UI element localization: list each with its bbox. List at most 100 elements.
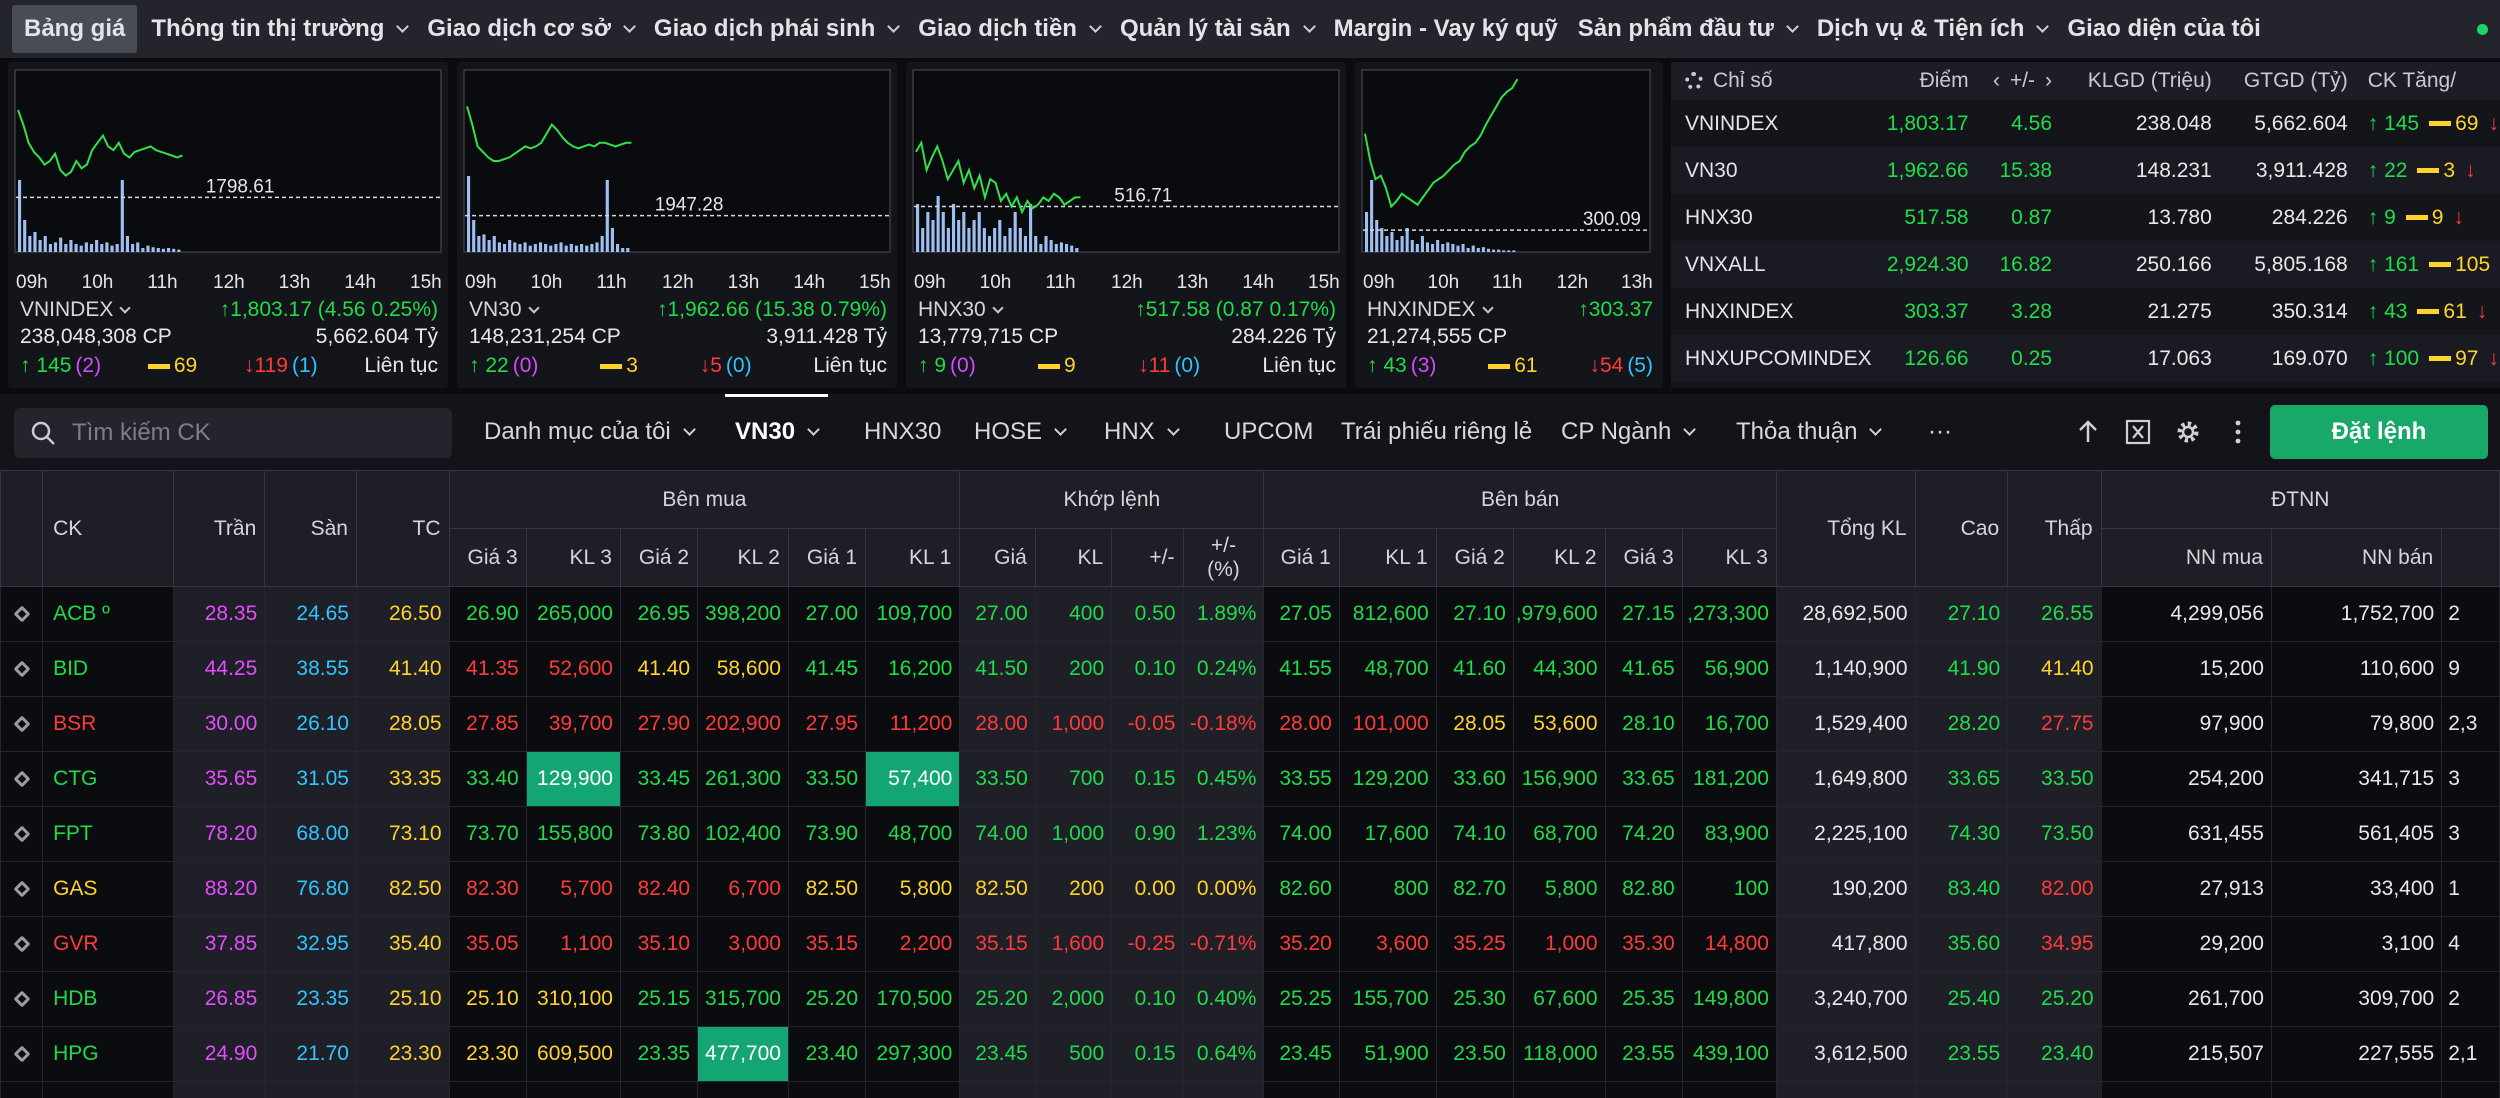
pin-icon[interactable] [0,916,44,972]
table-row[interactable]: GVR 37.85 32.95 35.40 35.05 1,100 35.10 3,000 35… [0,916,2500,972]
sell-vol-1[interactable]: 812,600 [1338,586,1437,642]
buy-price-2[interactable]: 27.90 [619,696,699,752]
sell-price-1[interactable]: 25.25 [1263,971,1340,1027]
buy-price-3[interactable]: 35.05 [448,916,527,972]
index-row[interactable]: VN30 1,962.66 15.38 148.231 3,911.428 ↑ 22 3 ↓ [1671,147,2500,194]
tab-8[interactable]: Thỏa thuận [1736,394,1883,470]
stock-symbol[interactable]: HPG [42,1026,174,1082]
tab-3[interactable]: HOSE [974,394,1067,470]
stock-symbol[interactable]: GVR [42,916,174,972]
nav-item-4[interactable]: Giao dịch tiền [908,0,1110,58]
sell-price-2[interactable] [1435,1081,1514,1098]
tab-5[interactable]: UPCOM [1224,394,1313,470]
index-panel-hnxindex[interactable]: 300.09 09h 10h 11h 12h 13h HNXINDEX ↑303.37 21,2… [1355,62,1663,388]
gear-icon[interactable] [2174,418,2202,446]
stock-symbol[interactable]: LPB [42,1081,174,1098]
nav-item-8[interactable]: Dịch vụ & Tiện ích [1807,0,2058,58]
sell-price-3[interactable]: 27.15 [1604,586,1683,642]
buy-vol-1[interactable]: 2,200 [865,916,961,972]
buy-vol-1[interactable]: 16,200 [865,641,961,697]
buy-price-2[interactable]: 41.40 [619,641,699,697]
sell-vol-3[interactable]: 16,700 [1681,696,1777,752]
sell-vol-1[interactable]: 17,600 [1338,806,1437,862]
table-row[interactable]: BSR 30.00 26.10 28.05 27.85 39,700 27.90 202,90… [0,696,2500,752]
sell-price-1[interactable]: 82.60 [1263,861,1340,917]
buy-price-3[interactable]: 73.70 [448,806,527,862]
table-row[interactable]: HPG 24.90 21.70 23.30 23.30 609,500 23.35 477,7… [0,1026,2500,1082]
buy-price-3[interactable]: 82.30 [448,861,527,917]
excel-export-icon[interactable] [2124,418,2152,446]
pin-icon[interactable] [0,641,44,697]
sell-price-2[interactable]: 23.50 [1435,1026,1514,1082]
buy-vol-3[interactable]: 265,000 [525,586,621,642]
buy-price-2[interactable]: 23.35 [619,1026,699,1082]
buy-vol-2[interactable]: 6,700 [697,861,789,917]
pin-icon[interactable] [0,1081,44,1098]
tab-7[interactable]: CP Ngành [1561,394,1697,470]
buy-vol-3[interactable]: 129,900 [525,751,621,807]
nav-item-1[interactable]: Thông tin thị trường [141,0,417,58]
sell-vol-3[interactable]: 100 [1681,861,1777,917]
table-row[interactable]: LPB [0,1081,2500,1098]
sell-price-3[interactable] [1604,1081,1683,1098]
index-selector[interactable]: HNXINDEX [1367,298,1494,322]
sell-price-2[interactable]: 41.60 [1435,641,1514,697]
sell-vol-2[interactable]: 5,800 [1512,861,1606,917]
more-vertical-icon[interactable] [2224,418,2252,446]
stock-symbol[interactable]: BSR [42,696,174,752]
buy-vol-1[interactable]: 109,700 [865,586,961,642]
buy-vol-1[interactable]: 5,800 [865,861,961,917]
buy-price-1[interactable]: 23.40 [787,1026,867,1082]
table-row[interactable]: FPT 78.20 68.00 73.10 73.70 155,800 73.80 102,4… [0,806,2500,862]
sell-price-2[interactable]: 33.60 [1435,751,1514,807]
sell-vol-3[interactable]: 181,200 [1681,751,1777,807]
buy-vol-1[interactable]: 170,500 [865,971,961,1027]
sell-vol-3[interactable]: 149,800 [1681,971,1777,1027]
nav-item-7[interactable]: Sản phẩm đầu tư [1568,0,1807,58]
buy-vol-2[interactable]: 3,000 [697,916,789,972]
buy-vol-3[interactable] [525,1081,621,1098]
buy-price-3[interactable]: 41.35 [448,641,527,697]
index-row[interactable]: HNXINDEX 303.37 3.28 21.275 350.314 ↑ 43 61 ↓ [1671,288,2500,335]
buy-price-2[interactable] [619,1081,699,1098]
index-row[interactable]: HNXUPCOMINDEX 126.66 0.25 17.063 169.070 ↑ 10… [1671,335,2500,382]
buy-vol-3[interactable]: 609,500 [525,1026,621,1082]
chevron-left-icon[interactable]: ‹ [1992,69,2000,92]
buy-price-1[interactable]: 35.15 [787,916,867,972]
sell-vol-2[interactable]: 67,600 [1512,971,1606,1027]
buy-price-3[interactable]: 26.90 [448,586,527,642]
sell-vol-1[interactable]: 155,700 [1338,971,1437,1027]
sell-vol-2[interactable]: 53,600 [1512,696,1606,752]
buy-vol-3[interactable]: 155,800 [525,806,621,862]
table-row[interactable]: GAS 88.20 76.80 82.50 82.30 5,700 82.40 6,700 82… [0,861,2500,917]
stock-symbol[interactable]: BID [42,641,174,697]
sell-price-3[interactable]: 23.55 [1604,1026,1683,1082]
stock-symbol[interactable]: HDB [42,971,174,1027]
buy-price-1[interactable]: 73.90 [787,806,867,862]
sell-vol-2[interactable]: 156,900 [1512,751,1606,807]
sell-price-3[interactable]: 28.10 [1604,696,1683,752]
buy-price-1[interactable]: 33.50 [787,751,867,807]
sell-price-3[interactable]: 33.65 [1604,751,1683,807]
buy-price-1[interactable]: 25.20 [787,971,867,1027]
sell-price-3[interactable]: 41.65 [1604,641,1683,697]
pin-icon[interactable] [0,806,44,862]
sell-vol-2[interactable]: 68,700 [1512,806,1606,862]
sell-price-1[interactable]: 33.55 [1263,751,1340,807]
nav-item-6[interactable]: Margin - Vay ký quỹ [1324,0,1568,58]
nav-item-3[interactable]: Giao dịch phái sinh [644,0,908,58]
sell-vol-3[interactable]: 14,800 [1681,916,1777,972]
index-selector[interactable]: VN30 [469,298,540,322]
col-symbol[interactable]: CK [42,470,174,587]
gear-icon[interactable] [1685,72,1703,90]
col-change[interactable]: ‹ +/- › [1980,62,2065,100]
sell-price-3[interactable]: 35.30 [1604,916,1683,972]
sell-price-1[interactable] [1263,1081,1340,1098]
index-selector[interactable]: HNX30 [918,298,1004,322]
tab-4[interactable]: HNX [1104,394,1180,470]
arrow-up-icon[interactable] [2074,418,2102,446]
table-row[interactable]: ACB º 28.35 24.65 26.50 26.90 265,000 26.95 398… [0,586,2500,642]
nav-item-5[interactable]: Quản lý tài sản [1110,0,1324,58]
buy-vol-3[interactable]: 52,600 [525,641,621,697]
tab-9[interactable]: ··· [1928,394,1952,470]
